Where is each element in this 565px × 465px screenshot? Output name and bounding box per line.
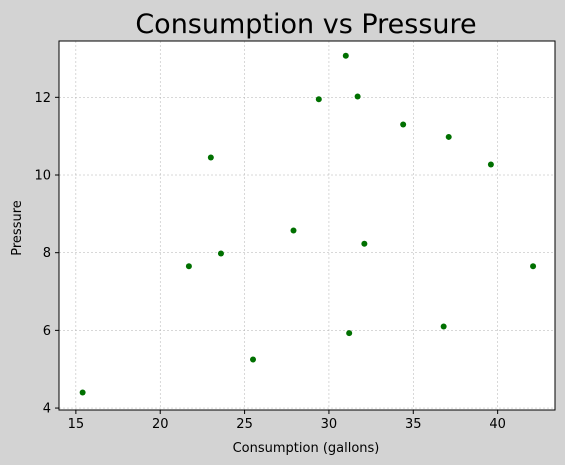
data-point bbox=[79, 389, 86, 396]
x-tick-label: 30 bbox=[321, 417, 338, 432]
data-point bbox=[185, 263, 192, 270]
data-point bbox=[530, 263, 537, 270]
y-tick-label: 8 bbox=[43, 246, 51, 261]
y-axis-label: Pressure bbox=[10, 200, 25, 256]
y-tick-label: 4 bbox=[43, 402, 51, 417]
plot-area bbox=[59, 41, 555, 410]
x-axis-label: Consumption (gallons) bbox=[233, 441, 380, 456]
x-tick-label: 35 bbox=[405, 417, 422, 432]
data-point bbox=[207, 154, 214, 161]
x-tick-label: 20 bbox=[152, 417, 169, 432]
y-tick-label: 10 bbox=[34, 169, 51, 184]
plot-frame bbox=[58, 40, 556, 411]
y-tick-label: 12 bbox=[34, 91, 51, 106]
x-tick-label: 40 bbox=[489, 417, 506, 432]
data-point bbox=[290, 227, 297, 234]
chart-title: Consumption vs Pressure bbox=[135, 9, 476, 40]
data-point bbox=[440, 323, 447, 330]
ticks-layer: 15 20 25 30 35 40 4 6 8 10 12 bbox=[34, 91, 505, 432]
points-layer bbox=[79, 52, 537, 396]
data-point bbox=[445, 133, 452, 140]
x-tick-label: 25 bbox=[236, 417, 253, 432]
data-point bbox=[361, 240, 368, 247]
data-point bbox=[400, 121, 407, 128]
grid-layer bbox=[59, 41, 555, 410]
x-tick-label: 15 bbox=[68, 417, 85, 432]
data-point bbox=[487, 161, 494, 168]
data-point bbox=[217, 250, 224, 257]
data-point bbox=[342, 52, 349, 59]
data-point bbox=[250, 356, 257, 363]
data-point bbox=[354, 93, 361, 100]
data-point bbox=[346, 330, 353, 337]
y-tick-label: 6 bbox=[43, 324, 51, 339]
data-point bbox=[315, 96, 322, 103]
